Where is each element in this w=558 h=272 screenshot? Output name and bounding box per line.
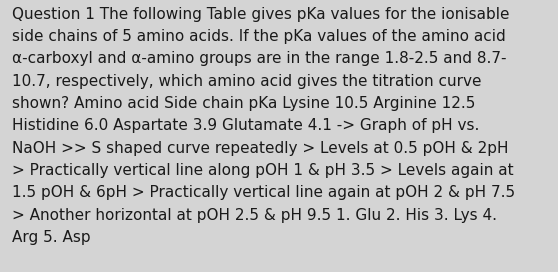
Text: shown? Amino acid Side chain pKa Lysine 10.5 Arginine 12.5: shown? Amino acid Side chain pKa Lysine … [12, 96, 475, 111]
Text: Question 1 The following Table gives pKa values for the ionisable: Question 1 The following Table gives pKa… [12, 7, 510, 22]
Text: NaOH >> S shaped curve repeatedly > Levels at 0.5 pOH & 2pH: NaOH >> S shaped curve repeatedly > Leve… [12, 141, 509, 156]
Text: Histidine 6.0 Aspartate 3.9 Glutamate 4.1 -> Graph of pH vs.: Histidine 6.0 Aspartate 3.9 Glutamate 4.… [12, 118, 480, 133]
Text: side chains of 5 amino acids. If the pKa values of the amino acid: side chains of 5 amino acids. If the pKa… [12, 29, 506, 44]
Text: Arg 5. Asp: Arg 5. Asp [12, 230, 91, 245]
Text: 10.7, respectively, which amino acid gives the titration curve: 10.7, respectively, which amino acid giv… [12, 74, 482, 89]
Text: 1.5 pOH & 6pH > Practically vertical line again at pOH 2 & pH 7.5: 1.5 pOH & 6pH > Practically vertical lin… [12, 185, 516, 200]
Text: α-carboxyl and α-amino groups are in the range 1.8-2.5 and 8.7-: α-carboxyl and α-amino groups are in the… [12, 51, 507, 66]
Text: > Another horizontal at pOH 2.5 & pH 9.5 1. Glu 2. His 3. Lys 4.: > Another horizontal at pOH 2.5 & pH 9.5… [12, 208, 497, 222]
Text: > Practically vertical line along pOH 1 & pH 3.5 > Levels again at: > Practically vertical line along pOH 1 … [12, 163, 514, 178]
